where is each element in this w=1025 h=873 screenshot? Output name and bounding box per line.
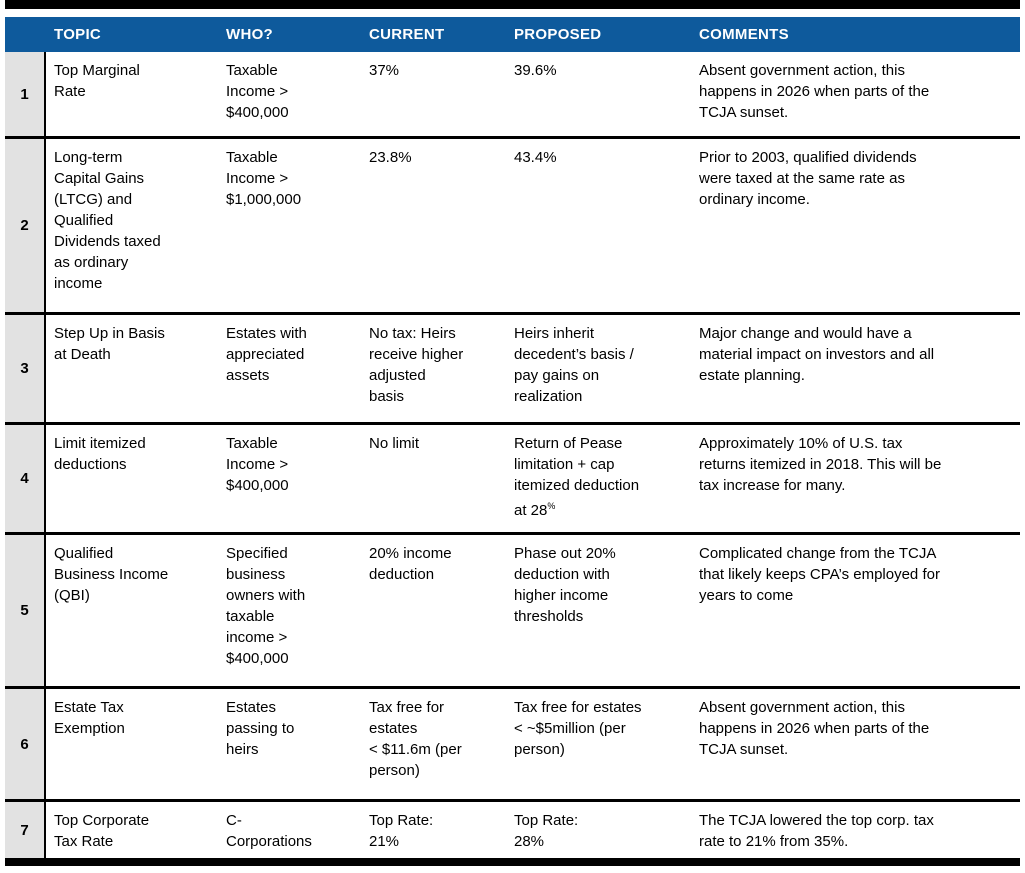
topic-cell: Top Corporate Tax Rate bbox=[54, 812, 150, 850]
who-cell: Specified business owners with taxable i… bbox=[226, 545, 306, 667]
header-current: CURRENT bbox=[369, 26, 445, 43]
comments-cell: Approximately 10% of U.S. tax returns it… bbox=[699, 435, 942, 494]
table-row: 7 Top Corporate Tax Rate C- Corporations… bbox=[5, 802, 1020, 858]
topic-cell: Long-term Capital Gains (LTCG) and Quali… bbox=[54, 149, 161, 292]
percent-superscript: % bbox=[547, 501, 556, 511]
row-number: 5 bbox=[5, 535, 46, 686]
who-cell: Estates with appreciated assets bbox=[226, 325, 307, 384]
comments-cell: Complicated change from the TCJA that li… bbox=[699, 545, 940, 604]
proposed-cell: Tax free for estates < ~$5million (per p… bbox=[514, 699, 642, 758]
row-number: 4 bbox=[5, 425, 46, 532]
header-who: WHO? bbox=[226, 26, 274, 43]
who-cell: C- Corporations bbox=[226, 812, 312, 850]
current-cell: Top Rate: 21% bbox=[369, 812, 434, 850]
proposed-cell: Top Rate: 28% bbox=[514, 812, 579, 850]
tax-comparison-table: TOPIC WHO? CURRENT PROPOSED COMMENTS 1 T… bbox=[5, 0, 1020, 866]
proposed-cell: Phase out 20% deduction with higher inco… bbox=[514, 545, 616, 625]
current-cell: 23.8% bbox=[369, 149, 412, 166]
row-number: 6 bbox=[5, 689, 46, 799]
table-row: 2 Long-term Capital Gains (LTCG) and Qua… bbox=[5, 139, 1020, 315]
row-number: 3 bbox=[5, 315, 46, 422]
proposed-cell: Return of Pease limitation + cap itemize… bbox=[506, 425, 691, 532]
comments-cell: Absent government action, this happens i… bbox=[699, 699, 930, 758]
top-border-bar bbox=[5, 0, 1020, 9]
current-cell: No limit bbox=[369, 435, 420, 452]
proposed-cell: 39.6% bbox=[514, 62, 557, 79]
comments-cell: Prior to 2003, qualified dividends were … bbox=[699, 149, 917, 208]
table-row: 6 Estate Tax Exemption Estates passing t… bbox=[5, 689, 1020, 802]
comments-cell: The TCJA lowered the top corp. tax rate … bbox=[699, 812, 934, 850]
current-cell: No tax: Heirs receive higher adjusted ba… bbox=[369, 325, 464, 405]
header-proposed: PROPOSED bbox=[514, 26, 602, 43]
table-row: 3 Step Up in Basis at Death Estates with… bbox=[5, 315, 1020, 425]
who-cell: Taxable Income > $1,000,000 bbox=[226, 149, 302, 208]
row-number: 2 bbox=[5, 139, 46, 312]
header-comments: COMMENTS bbox=[699, 26, 789, 43]
topic-cell: Estate Tax Exemption bbox=[54, 699, 125, 737]
topic-cell: Top Marginal Rate bbox=[54, 62, 140, 100]
topic-cell: Step Up in Basis at Death bbox=[54, 325, 165, 363]
proposed-text: Return of Pease limitation + cap itemize… bbox=[514, 435, 640, 519]
table-row: 1 Top Marginal Rate Taxable Income > $40… bbox=[5, 52, 1020, 139]
current-cell: 37% bbox=[369, 62, 400, 79]
proposed-cell: Heirs inherit decedent’s basis / pay gai… bbox=[514, 325, 634, 405]
table-row: 5 Qualified Business Income (QBI) Specif… bbox=[5, 535, 1020, 689]
bottom-border-bar bbox=[5, 858, 1020, 866]
proposed-cell: 43.4% bbox=[514, 149, 557, 166]
row-number: 7 bbox=[5, 802, 46, 858]
current-cell: Tax free for estates < $11.6m (per perso… bbox=[369, 699, 462, 779]
comments-cell: Major change and would have a material i… bbox=[699, 325, 935, 384]
header-topic: TOPIC bbox=[54, 26, 102, 43]
topic-cell: Limit itemized deductions bbox=[54, 435, 146, 473]
topic-cell: Qualified Business Income (QBI) bbox=[54, 545, 169, 604]
comments-cell: Absent government action, this happens i… bbox=[699, 62, 930, 121]
table-header: TOPIC WHO? CURRENT PROPOSED COMMENTS bbox=[5, 17, 1020, 52]
row-number: 1 bbox=[5, 52, 46, 136]
who-cell: Taxable Income > $400,000 bbox=[226, 435, 289, 494]
who-cell: Estates passing to heirs bbox=[226, 699, 295, 758]
who-cell: Taxable Income > $400,000 bbox=[226, 62, 289, 121]
current-cell: 20% income deduction bbox=[369, 545, 452, 583]
table-row: 4 Limit itemized deductions Taxable Inco… bbox=[5, 425, 1020, 535]
